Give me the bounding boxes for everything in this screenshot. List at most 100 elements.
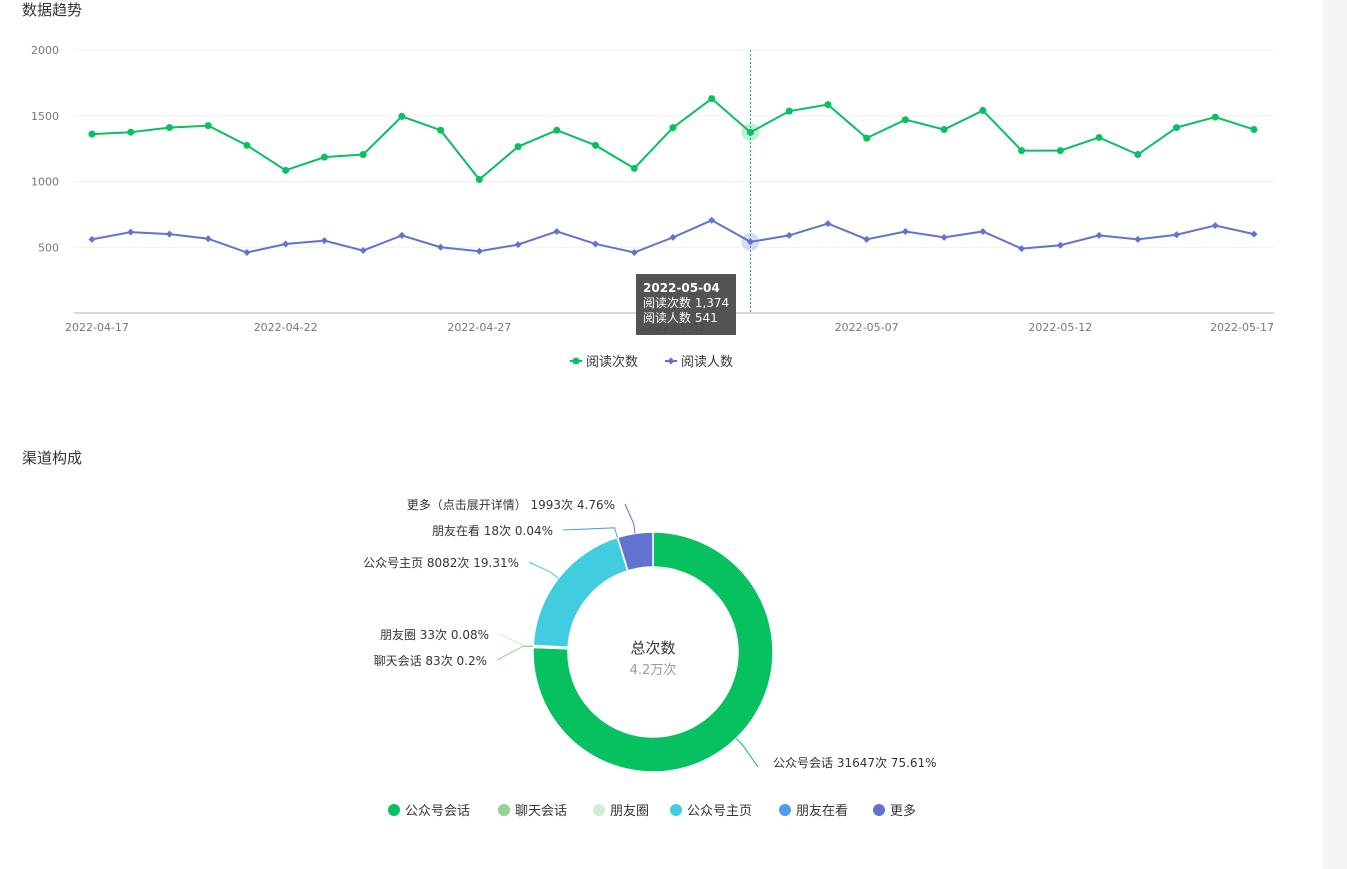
data-point (475, 247, 483, 255)
data-point (320, 153, 328, 161)
legend-label: 朋友在看 (796, 803, 848, 819)
data-point (359, 151, 367, 159)
legend-marker (667, 357, 675, 365)
x-tick-label: 2022-05-12 (1028, 321, 1092, 334)
data-point (165, 230, 173, 238)
data-point (514, 241, 522, 249)
pie-slice-label: 朋友在看 18次 0.04% (432, 524, 553, 538)
pie-slice (532, 645, 569, 648)
legend-dot (498, 804, 510, 816)
donut-center-value: 4.2万次 (630, 662, 677, 678)
pie-slice (616, 531, 654, 572)
data-point (127, 228, 135, 236)
data-point (437, 243, 445, 251)
legend-dot (779, 804, 791, 816)
data-point (282, 166, 290, 174)
data-point (243, 249, 251, 257)
legend-dot (670, 804, 682, 816)
pie-leader-line (528, 561, 559, 579)
tooltip-date: 2022-05-04 (643, 281, 720, 295)
data-point (863, 134, 871, 142)
legend-dot (593, 804, 605, 816)
legend-label: 公众号主页 (687, 804, 752, 819)
data-point (630, 164, 638, 172)
data-point (127, 128, 135, 136)
x-tick-label: 2022-05-17 (1210, 321, 1274, 334)
data-point (1018, 147, 1026, 155)
legend-dot (873, 804, 885, 816)
data-point (824, 220, 832, 228)
data-point (901, 227, 909, 235)
channel-section-title: 渠道构成 (22, 449, 83, 467)
data-point (1211, 222, 1219, 230)
data-point (785, 231, 793, 239)
pie-slice-label: 聊天会话 83次 0.2% (374, 654, 487, 668)
data-point (669, 233, 677, 241)
y-tick-label: 2000 (31, 44, 59, 57)
data-point (824, 101, 832, 109)
data-point (1173, 124, 1181, 132)
data-point (592, 240, 600, 248)
data-point (940, 233, 948, 241)
legend-label: 阅读人数 (681, 355, 733, 370)
data-point (282, 240, 290, 248)
data-point (359, 247, 367, 255)
pie-slice (532, 531, 774, 773)
y-tick-label: 500 (38, 241, 59, 254)
tooltip-reads-line: 阅读次数 1,374 (643, 296, 730, 310)
pie-leader-line (624, 503, 636, 534)
x-tick-label: 2022-04-22 (254, 321, 318, 334)
data-point (979, 106, 987, 114)
data-point (204, 235, 212, 243)
x-tick-label: 2022-04-27 (447, 321, 511, 334)
pie-slice (532, 645, 569, 650)
series-line-reads (91, 97, 1255, 181)
data-point (553, 126, 561, 134)
data-point (1134, 151, 1142, 159)
y-tick-label: 1000 (31, 176, 59, 189)
data-point (592, 141, 600, 149)
data-point (165, 124, 173, 132)
data-point (708, 95, 716, 103)
data-point (437, 126, 445, 134)
data-point (320, 237, 328, 245)
legend-label: 阅读次数 (586, 354, 638, 370)
pie-slice-label: 更多（点击展开详情） 1993次 4.76% (407, 497, 615, 512)
tooltip-readers-line: 阅读人数 541 (643, 311, 718, 325)
data-point (746, 238, 754, 246)
legend-label: 朋友圈 (610, 803, 649, 819)
pie-slice-label: 公众号会话 31647次 75.61% (773, 756, 937, 770)
data-point (708, 216, 716, 224)
pie-leader-line (562, 527, 618, 538)
data-point (1250, 126, 1258, 134)
data-point (1095, 231, 1103, 239)
legend-label: 更多 (890, 803, 916, 819)
data-point (204, 122, 212, 130)
data-point (1211, 113, 1219, 121)
data-point (940, 126, 948, 134)
pie-leader-line (496, 645, 534, 661)
trend-section-title: 数据趋势 (22, 1, 83, 19)
data-point (1250, 230, 1258, 238)
data-point (863, 235, 871, 243)
x-tick-label: 2022-05-07 (835, 321, 899, 334)
data-point (630, 249, 638, 257)
data-point (553, 227, 561, 235)
data-point (1095, 133, 1103, 141)
data-point (1018, 245, 1026, 253)
data-point (746, 128, 754, 136)
data-point (1056, 147, 1064, 155)
data-point (979, 227, 987, 235)
legend-label: 聊天会话 (515, 804, 567, 819)
data-point (901, 116, 909, 124)
data-point (1173, 231, 1181, 239)
pie-leader-line (498, 633, 534, 647)
data-point (669, 124, 677, 132)
data-point (398, 112, 406, 120)
data-point (1056, 241, 1064, 249)
pie-slice (617, 537, 629, 572)
x-tick-label: 2022-04-17 (65, 321, 129, 334)
scrollbar-gutter[interactable] (1323, 0, 1347, 869)
data-point (243, 141, 251, 149)
legend-dot (388, 804, 400, 816)
